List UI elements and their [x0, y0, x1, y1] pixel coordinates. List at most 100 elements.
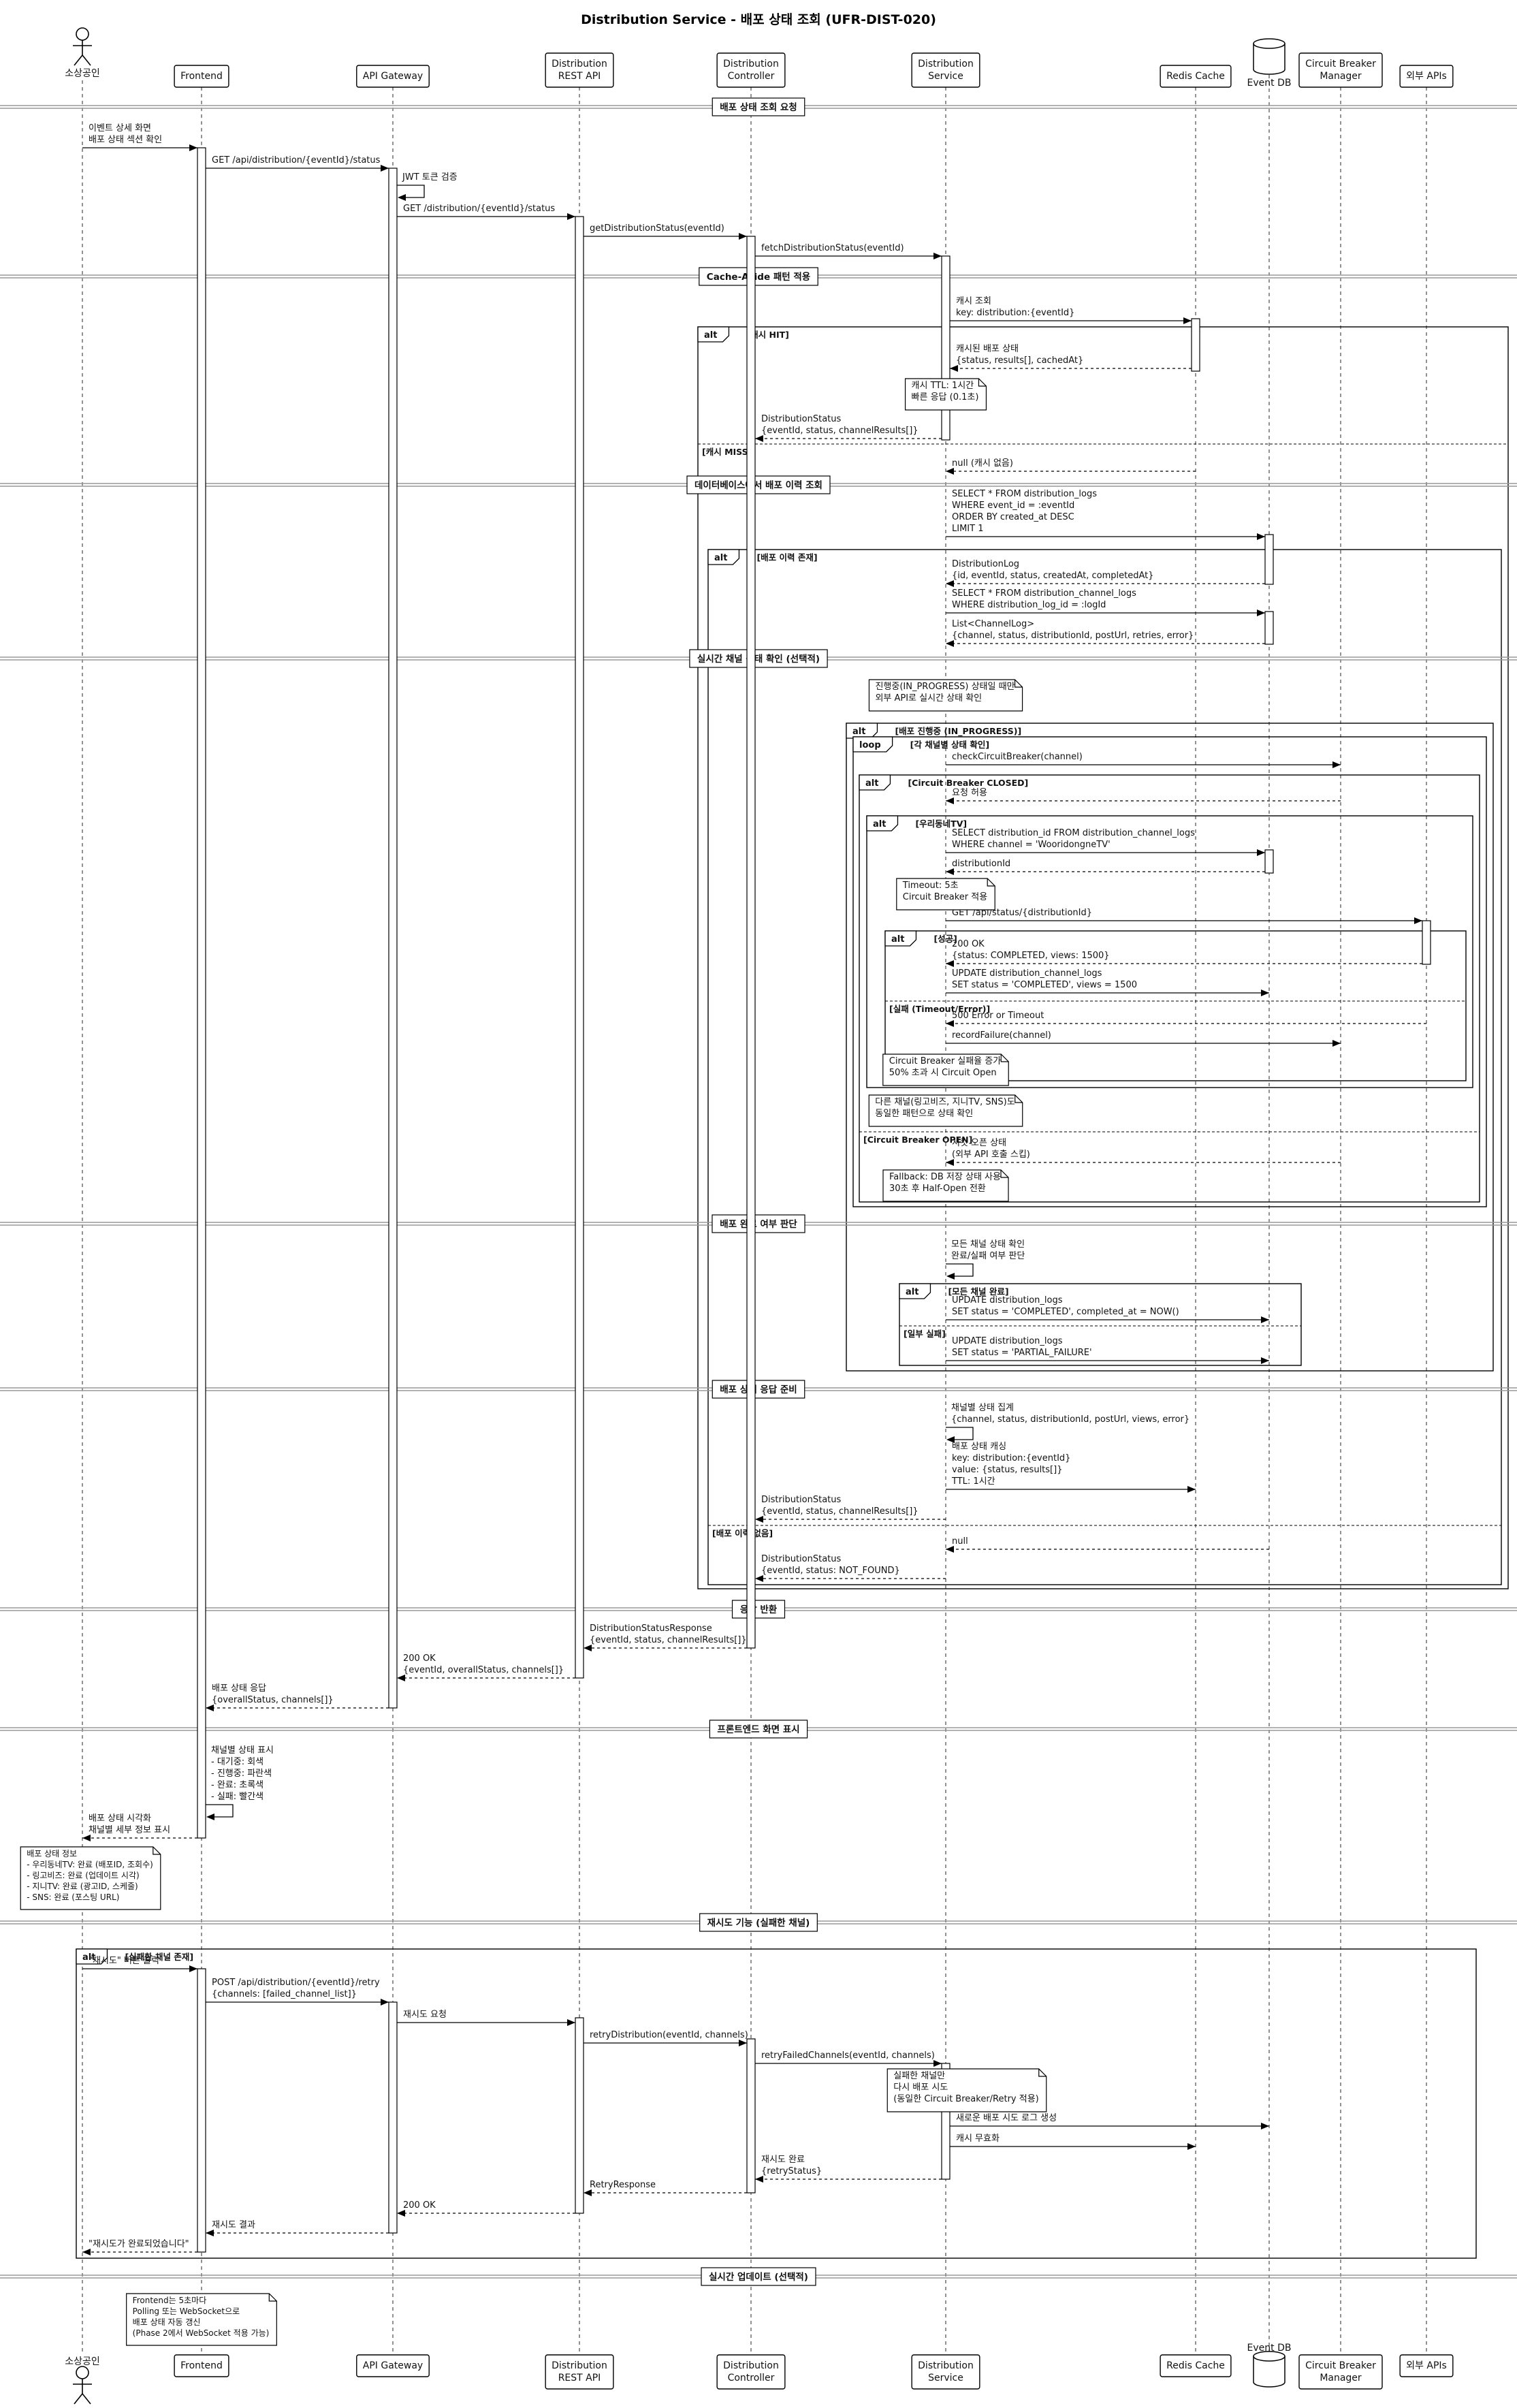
label: 이벤트 상세 화면: [89, 123, 151, 133]
participant-box: [356, 2354, 430, 2377]
message: List<ChannelLog> {channel, status, distri…: [946, 619, 1265, 647]
activation-bar: [1264, 611, 1274, 645]
label: alt: [82, 1952, 95, 1963]
label: 캐시된 배포 상태: [956, 344, 1019, 354]
label: key: distribution:{eventId}: [952, 1453, 1070, 1463]
participant-gateway: API Gateway: [356, 65, 430, 88]
note-body: [896, 878, 995, 910]
label: 동일한 패턴으로 상태 확인: [875, 1109, 973, 1119]
label: 모든 채널 상태 확인: [951, 1239, 1025, 1250]
frame-alt: alt [캐시 HIT] [캐시 MISS]: [697, 326, 1509, 1589]
message: 새로운 배포 시도 로그 생성: [950, 2113, 1269, 2129]
frame-alt: alt [배포 진행중 (IN_PROGRESS)]: [846, 723, 1494, 1372]
label: Timeout: 5초: [902, 881, 959, 891]
note-body: [887, 2068, 1047, 2112]
label: Controller: [728, 2373, 775, 2383]
message: 캐시 조회 key: distribution:{eventId}: [950, 296, 1192, 324]
frame-alt: alt [배포 이력 존재] [배포 이력 없음]: [707, 549, 1502, 1585]
frame-tab: [859, 774, 891, 791]
arrowhead: [946, 960, 954, 967]
arrowhead: [397, 2210, 405, 2217]
label: WHERE event_id = :eventId: [952, 501, 1074, 511]
activation-bar: [197, 147, 206, 1839]
note-fold: [1014, 680, 1023, 688]
note-fold: [268, 2294, 277, 2302]
label: alt: [906, 1287, 919, 1297]
arrowhead: [584, 1645, 592, 1651]
self-arrow: [397, 185, 425, 198]
label: REST API: [558, 71, 601, 82]
label: [실패한 채널 존재]: [125, 1952, 193, 1962]
arrowhead: [1261, 2123, 1269, 2129]
label: "재시도" 버튼 클릭: [89, 1956, 159, 1966]
frame-tab: [852, 736, 893, 752]
activation-bar: [575, 2017, 584, 2214]
arrowhead: [398, 194, 406, 201]
frame-tab: [697, 326, 730, 343]
label: 실시간 업데이트 (선택적): [709, 2271, 808, 2283]
participant-box: [545, 2354, 614, 2390]
label: 실패한 채널만: [893, 2071, 945, 2081]
label: {channel, status, distributionId, postUr…: [951, 1414, 1189, 1425]
activations: [197, 147, 1431, 2253]
arrowhead: [567, 2019, 575, 2026]
frame-loop: loop [각 채널별 상태 확인]: [852, 736, 1487, 1207]
divider: 배포 상태 응답 준비: [0, 1380, 1517, 1399]
activation-bar: [1422, 920, 1431, 965]
label: {eventId, status, channelResults[]}: [761, 426, 919, 436]
frame-alt: alt [Circuit Breaker CLOSED] [Circuit Brea…: [859, 774, 1480, 1203]
label: Fallback: DB 저장 상태 사용: [889, 1172, 1001, 1182]
label: 배포 상태 자동 갱신: [133, 2317, 201, 2327]
label: [Circuit Breaker CLOSED]: [908, 778, 1028, 788]
label: - SNS: 완료 (포스팅 URL): [27, 1892, 119, 1902]
db-cylinder: [1253, 2356, 1286, 2388]
message: DistributionLog {id, eventId, status, cre…: [946, 559, 1265, 587]
label: recordFailure(channel): [952, 1030, 1051, 1041]
message: null: [946, 1536, 1269, 1553]
participant-box: [545, 52, 614, 88]
label: 실시간 채널 상태 확인 (선택적): [697, 653, 820, 665]
participant-box: [1298, 52, 1383, 88]
label: checkCircuitBreaker(channel): [952, 752, 1083, 762]
message: DistributionStatusResponse{eventId, stat…: [584, 1623, 747, 1651]
label: Circuit Breaker: [1305, 59, 1376, 69]
participant-box: [911, 2354, 980, 2390]
label: {channels: [failed_channel_list]}: [212, 1989, 357, 1999]
label: Distribution: [552, 2360, 607, 2371]
message: "재시도가 완료되었습니다": [82, 2239, 197, 2255]
label: SET status = 'COMPLETED', views = 1500: [952, 980, 1137, 990]
frame-border: [899, 1283, 1302, 1366]
frame-tab: [76, 1948, 108, 1965]
label: 30초 후 Half-Open 전환: [889, 1184, 986, 1194]
divider-label-box: [731, 1600, 786, 1619]
message: 재시도 완료{retryStatus}: [755, 2155, 942, 2183]
note: Fallback: DB 저장 상태 사용 30초 후 Half-Open 전환: [882, 1169, 1009, 1202]
label: Polling 또는 WebSocket으로: [133, 2307, 240, 2316]
note-fold: [153, 1847, 161, 1855]
label: [성공]: [933, 934, 957, 944]
label: - 완료: 초록색: [211, 1780, 264, 1790]
divider-label-box: [701, 2267, 816, 2286]
label: API Gateway: [363, 2360, 423, 2371]
participant-box: [174, 2354, 229, 2377]
label: Distribution: [723, 59, 779, 69]
label: UPDATE distribution_logs: [952, 1295, 1063, 1305]
label: {channel, status, distributionId, postUr…: [952, 631, 1194, 641]
label: 재시도 완료: [761, 2155, 805, 2165]
arrowhead: [946, 868, 954, 875]
label: alt: [704, 330, 717, 340]
divider: 배포 상태 조회 요청: [0, 97, 1517, 116]
label: SET status = 'COMPLETED', completed_at =…: [952, 1307, 1179, 1317]
db-cylinder-top: [1253, 2351, 1286, 2362]
label: alt: [852, 727, 865, 737]
label: 외부 APIs: [1406, 2360, 1447, 2371]
divider-label-box: [712, 1380, 805, 1399]
actor-leg: [74, 54, 83, 66]
divider-label-box: [689, 649, 828, 668]
label: - 실패: 빨간색: [211, 1792, 264, 1802]
label: alt: [873, 819, 886, 829]
arrowhead: [946, 640, 954, 647]
